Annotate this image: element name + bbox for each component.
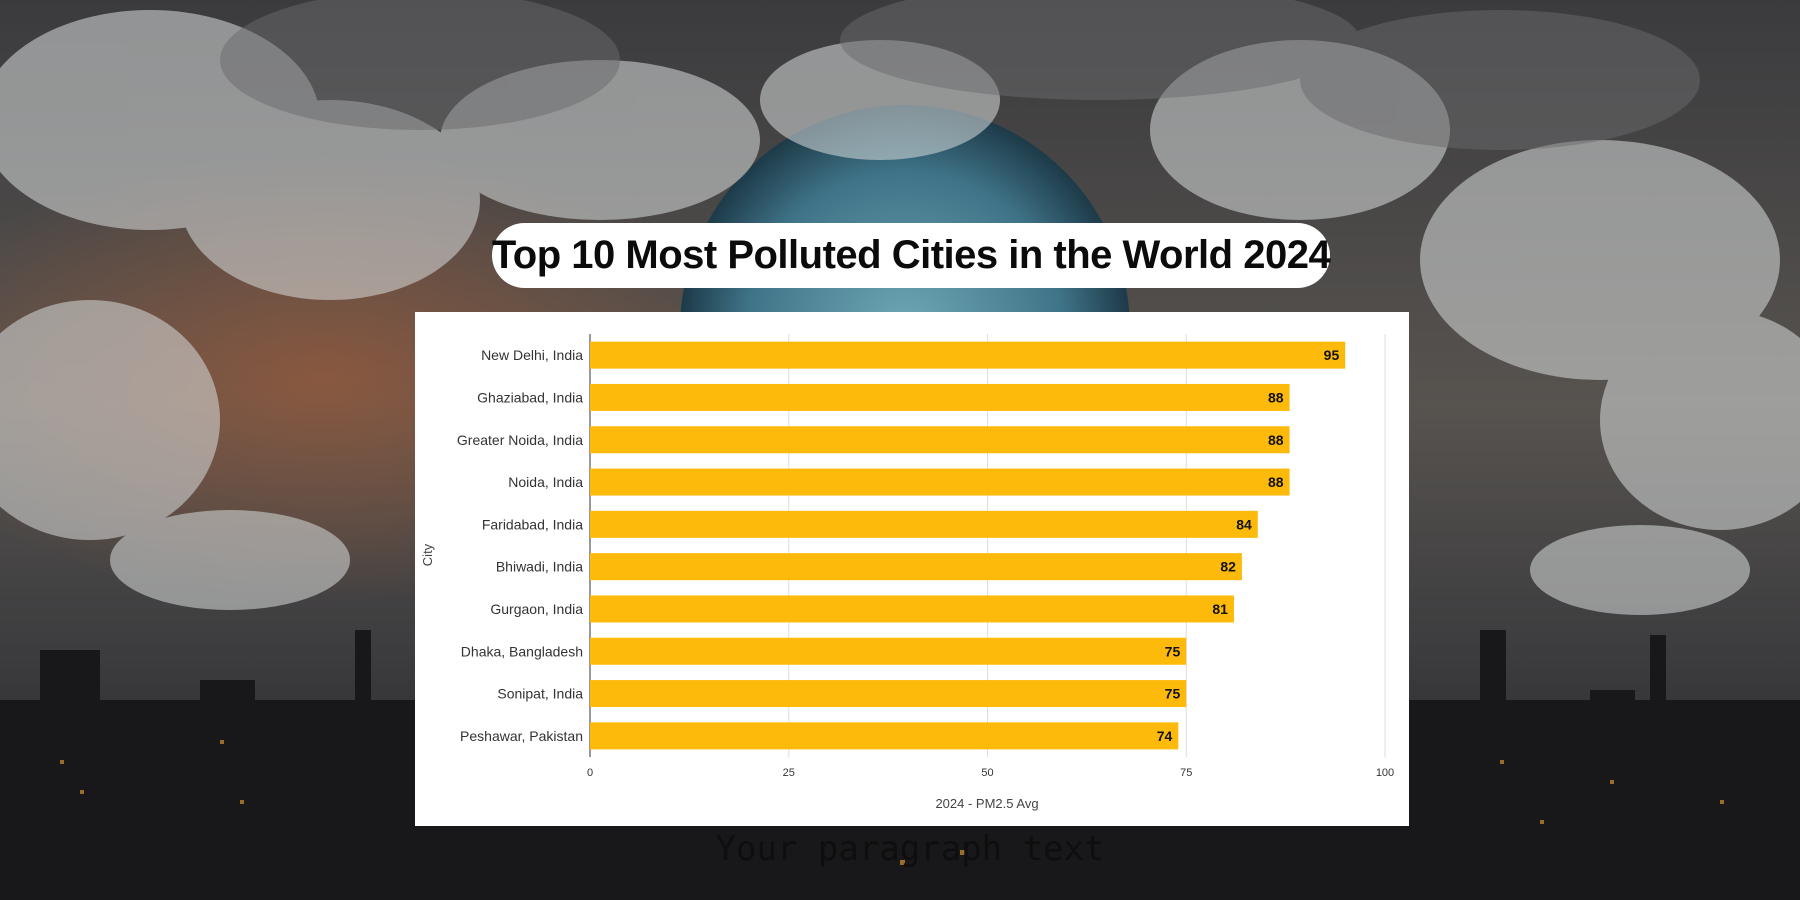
bar-chart: 95 88 88 88 84 82 81 75 75 74 0 25 50 75 100 New Delh… — [420, 334, 1394, 811]
y-category-label: Gurgaon, India — [490, 601, 583, 617]
bar-value-label: 81 — [1212, 601, 1228, 617]
y-category-label: New Delhi, India — [481, 347, 583, 363]
x-axis-title: 2024 - PM2.5 Avg — [935, 796, 1038, 811]
bar-value-label: 84 — [1236, 516, 1252, 532]
x-tick-label: 25 — [783, 767, 795, 779]
x-tick-label: 100 — [1376, 767, 1394, 779]
bar — [590, 426, 1290, 454]
bar-value-label: 95 — [1324, 347, 1340, 363]
y-category-label: Noida, India — [508, 474, 583, 490]
bar — [590, 468, 1290, 496]
bar — [590, 722, 1179, 750]
y-category-labels: New Delhi, India Ghaziabad, India Greater … — [457, 347, 583, 744]
bar — [590, 510, 1258, 538]
y-category-label: Greater Noida, India — [457, 432, 583, 448]
bar — [590, 637, 1187, 665]
y-category-label: Peshawar, Pakistan — [460, 728, 583, 744]
bar — [590, 595, 1234, 623]
y-axis-title: City — [420, 543, 435, 566]
bar-value-label: 88 — [1268, 474, 1284, 490]
chart-title: Top 10 Most Polluted Cities in the World… — [491, 233, 1331, 277]
bar-value-label: 88 — [1268, 432, 1284, 448]
chart-title-pill: Top 10 Most Polluted Cities in the World… — [491, 223, 1331, 288]
y-category-label: Dhaka, Bangladesh — [461, 643, 583, 659]
bar — [590, 553, 1242, 581]
bar — [590, 341, 1346, 369]
bar-value-label: 74 — [1157, 728, 1173, 744]
y-category-label: Faridabad, India — [482, 516, 583, 532]
bar — [590, 383, 1290, 411]
y-category-label: Ghaziabad, India — [477, 389, 583, 405]
bars: 95 88 88 88 84 82 81 75 75 74 — [590, 341, 1346, 750]
y-category-label: Bhiwadi, India — [496, 559, 583, 575]
bar-value-label: 75 — [1165, 686, 1181, 702]
chart-card: 95 88 88 88 84 82 81 75 75 74 0 25 50 75 100 New Delh… — [415, 312, 1409, 826]
bar-value-label: 82 — [1220, 559, 1236, 575]
x-tick-label: 75 — [1180, 767, 1192, 779]
bar-value-label: 75 — [1165, 643, 1181, 659]
x-tick-labels: 0 25 50 75 100 — [587, 767, 1394, 779]
paragraph-text[interactable]: Your paragraph text — [715, 829, 1105, 869]
x-tick-label: 0 — [587, 767, 593, 779]
bar — [590, 680, 1187, 708]
bar-value-label: 88 — [1268, 389, 1284, 405]
x-tick-label: 50 — [981, 767, 993, 779]
y-category-label: Sonipat, India — [497, 686, 583, 702]
